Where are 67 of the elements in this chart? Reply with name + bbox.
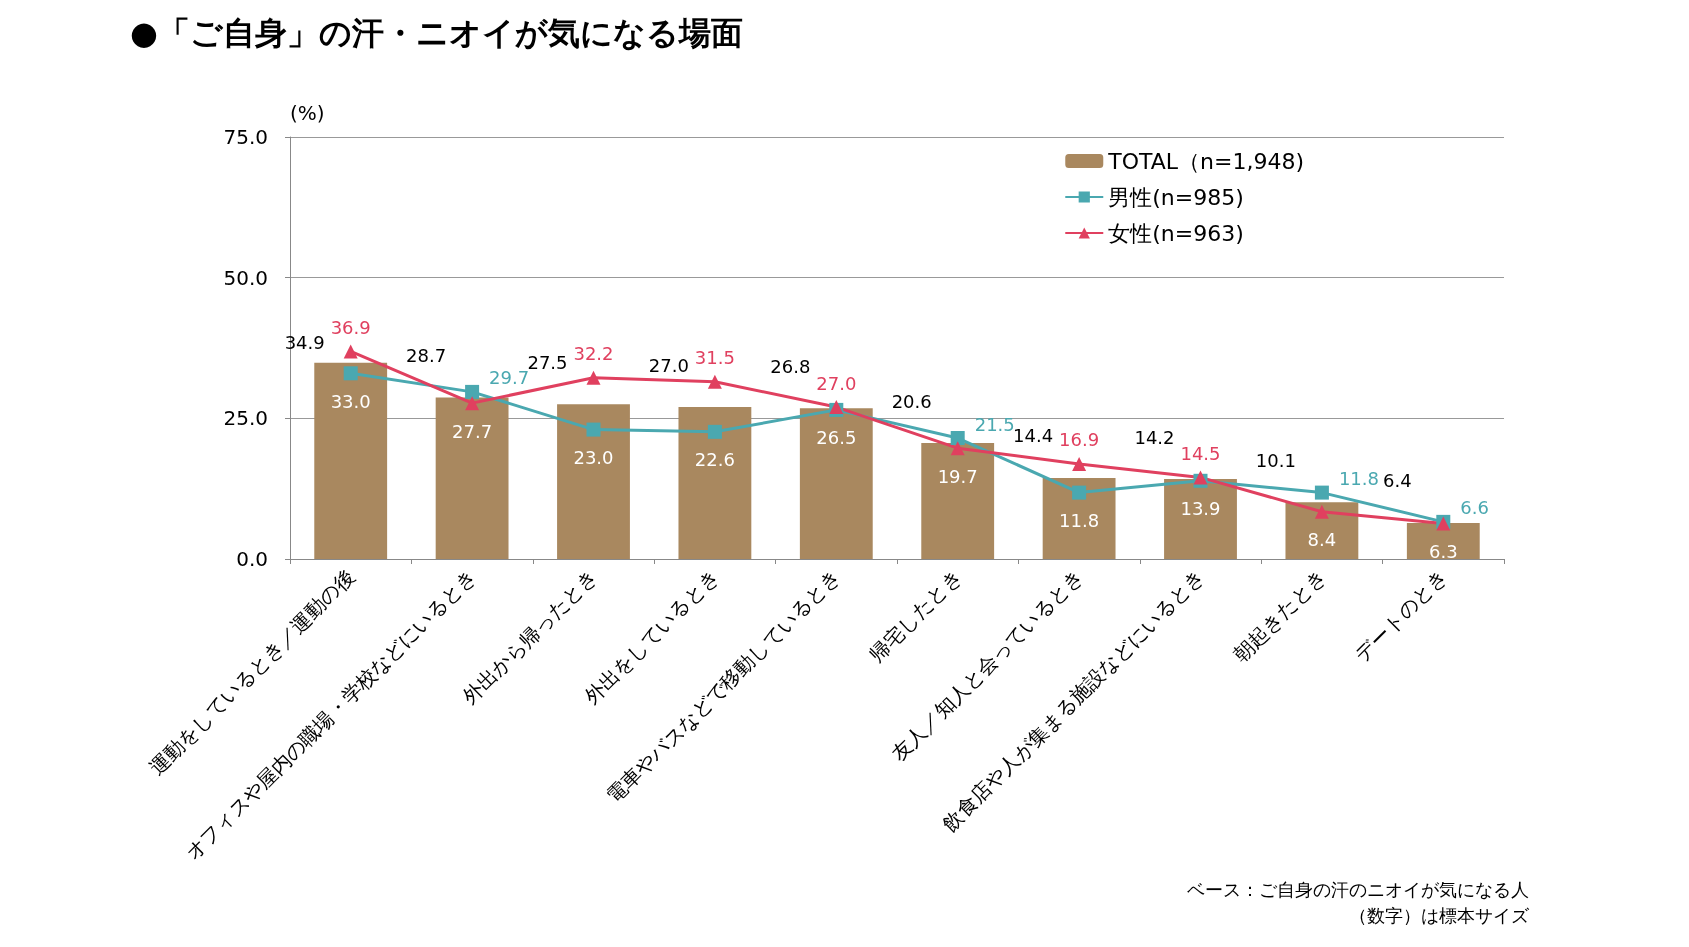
y-tick-label: 0.0 (236, 547, 268, 571)
data-label: 26.8 (770, 355, 811, 377)
point (465, 384, 480, 399)
data-label: 6.6 (1460, 497, 1489, 519)
data-label: 10.1 (1255, 449, 1296, 471)
point (1072, 456, 1087, 471)
point (950, 441, 965, 456)
data-label: 27.0 (648, 354, 689, 376)
data-label: 19.7 (937, 465, 978, 487)
text: ベース：ご自身の汗のニオイが気になる人 (1187, 878, 1529, 900)
data-label: 34.9 (284, 332, 325, 354)
data-label: 32.2 (573, 343, 614, 365)
bar (678, 407, 752, 559)
point (1314, 485, 1329, 500)
data-label: 36.9 (330, 316, 371, 338)
legend-label: 女性(n=963) (1108, 220, 1244, 246)
bar (1164, 479, 1237, 559)
y-axis-title: (%) (290, 101, 325, 125)
data-label: 6.4 (1382, 470, 1412, 492)
bar (1042, 477, 1116, 559)
data-label: 11.8 (1338, 468, 1379, 490)
data-label: 27.0 (816, 372, 857, 394)
bar (557, 404, 630, 559)
point (707, 424, 722, 439)
data-label: 14.2 (1134, 426, 1175, 448)
point (465, 396, 480, 411)
point (707, 374, 722, 389)
data-label: 21.5 (974, 413, 1015, 435)
data-label: 14.5 (1180, 442, 1221, 464)
data-label: 8.4 (1307, 529, 1337, 551)
data-label: 20.6 (891, 390, 932, 412)
bar (799, 408, 873, 559)
bar (435, 397, 509, 559)
chart-title: ●「ご自身」の汗・ニオイが気になる場面 (130, 14, 743, 52)
y-tick-label: 75.0 (223, 125, 268, 149)
point (1072, 485, 1087, 500)
data-label: 27.5 (527, 351, 568, 373)
x-tick-label: 帰宅したとき (864, 564, 967, 667)
data-label: 27.7 (452, 420, 493, 442)
data-label: 22.6 (694, 449, 735, 471)
bar (921, 443, 995, 559)
point (343, 366, 358, 381)
point (950, 431, 965, 446)
x-tick-label: 朝起きたとき (1228, 564, 1331, 667)
legend-label: 男性(n=985) (1108, 184, 1244, 210)
x-tick-label: デートのとき (1349, 564, 1452, 667)
y-tick-label: 25.0 (223, 406, 268, 431)
data-label: 6.3 (1428, 541, 1458, 563)
data-label: 26.5 (816, 427, 857, 449)
data-label: 29.7 (489, 367, 530, 389)
point (1314, 504, 1329, 519)
point (343, 344, 358, 359)
bar (314, 362, 388, 559)
data-label: 11.8 (1059, 510, 1100, 532)
point (586, 370, 601, 385)
data-label: 14.4 (1013, 425, 1054, 447)
bar (1285, 502, 1359, 559)
data-label: 13.9 (1180, 498, 1221, 520)
y-tick-label: 50.0 (223, 265, 268, 290)
data-label: 23.0 (573, 447, 614, 469)
data-label: 16.9 (1059, 429, 1100, 451)
text: （数字）は標本サイズ (1349, 904, 1530, 926)
data-label: 33.0 (330, 390, 371, 412)
data-label: 31.5 (694, 347, 735, 369)
data-label: 28.7 (406, 345, 447, 367)
legend-label: TOTAL（n=1,948) (1107, 148, 1304, 174)
point (586, 422, 601, 437)
